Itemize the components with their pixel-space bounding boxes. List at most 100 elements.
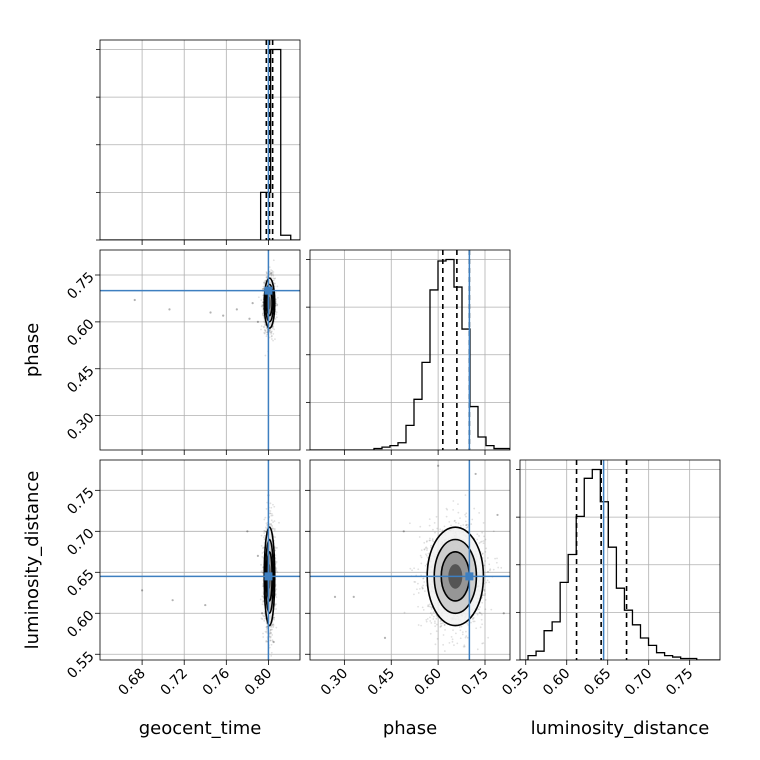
scatter-point: [270, 506, 273, 509]
scatter-point: [466, 636, 469, 639]
scatter-point: [263, 281, 266, 284]
scatter-point: [263, 321, 266, 324]
scatter-point: [429, 620, 432, 622]
scatter-point: [261, 603, 264, 606]
scatter-point: [430, 622, 433, 624]
scatter-point: [270, 272, 273, 274]
scatter-point: [272, 624, 275, 627]
scatter-point: [481, 601, 484, 604]
scatter-point: [264, 329, 267, 332]
scatter-point: [478, 611, 481, 614]
scatter-point: [273, 529, 276, 532]
scatter-point: [275, 626, 278, 629]
scatter-point: [260, 617, 263, 620]
scatter-point: [273, 616, 276, 619]
scatter-point: [467, 624, 470, 626]
scatter-point: [272, 339, 274, 342]
scatter-point: [275, 588, 278, 591]
histogram-phase: [310, 258, 510, 450]
scatter-point: [426, 605, 429, 608]
scatter-point: [271, 269, 274, 272]
scatter-point: [269, 328, 272, 331]
scatter-point: [275, 561, 278, 563]
scatter-point: [442, 643, 445, 646]
scatter-point: [265, 507, 268, 510]
scatter-point: [263, 323, 266, 326]
scatter-point: [261, 555, 264, 558]
scatter-point: [270, 273, 272, 275]
scatter-point: [265, 527, 268, 530]
scatter-point: [484, 538, 487, 541]
scatter-point: [263, 328, 266, 331]
scatter-point: [413, 567, 416, 570]
scatter-point: [467, 523, 469, 526]
scatter-point: [430, 544, 433, 547]
scatter-point: [256, 554, 259, 558]
scatter-point: [484, 592, 487, 595]
scatter-point: [487, 570, 489, 573]
scatter-point: [425, 554, 428, 557]
scatter-point: [264, 630, 267, 633]
scatter-point: [422, 609, 425, 611]
scatter-point: [425, 553, 427, 556]
scatter-point: [461, 631, 464, 633]
scatter-point: [463, 644, 466, 647]
scatter-point: [273, 282, 276, 285]
scatter-point: [270, 626, 273, 629]
scatter-point: [462, 645, 465, 648]
scatter-point: [272, 279, 275, 282]
scatter-point: [269, 631, 272, 633]
scatter-point: [482, 540, 485, 542]
marginal-content: [310, 250, 510, 450]
scatter-point: [448, 641, 451, 644]
joint-content: [310, 460, 510, 660]
scatter-point: [271, 623, 274, 626]
scatter-point: [274, 547, 277, 549]
scatter-point: [274, 549, 277, 552]
scatter-point: [460, 625, 463, 628]
scatter-point: [261, 571, 264, 574]
scatter-point: [473, 507, 476, 510]
scatter-point: [272, 325, 275, 328]
scatter-point: [452, 500, 455, 502]
scatter-point: [273, 616, 275, 619]
grid: [525, 460, 691, 660]
scatter-point: [481, 642, 484, 645]
scatter-point: [276, 304, 279, 307]
scatter-point: [260, 563, 262, 566]
scatter-point: [262, 314, 265, 317]
scatter-point: [451, 638, 454, 641]
scatter-point: [265, 631, 268, 634]
scatter-point: [261, 612, 264, 615]
scatter-point: [265, 275, 268, 278]
scatter-point: [264, 329, 267, 332]
scatter-point: [275, 569, 278, 572]
histogram-geocent_time: [100, 48, 300, 240]
scatter-point: [455, 521, 457, 524]
scatter-point: [262, 595, 265, 598]
scatter-point: [262, 583, 264, 585]
scatter-point: [459, 517, 461, 520]
marginal-panel-geocent_time: [96, 39, 301, 241]
scatter-point: [427, 552, 430, 555]
scatter-point: [465, 523, 468, 526]
scatter-point: [422, 584, 425, 587]
scatter-point: [272, 274, 275, 277]
scatter-point: [417, 605, 419, 608]
scatter-point: [269, 629, 272, 632]
scatter-point: [271, 271, 273, 274]
scatter-point: [443, 624, 446, 627]
scatter-point: [264, 617, 266, 620]
scatter-point: [274, 318, 277, 320]
panel-border: [519, 459, 721, 661]
scatter-point: [266, 272, 268, 275]
scatter-point: [260, 305, 263, 308]
grid: [520, 469, 720, 613]
scatter-point: [263, 283, 266, 286]
scatter-point: [269, 632, 272, 634]
scatter-point: [275, 302, 278, 305]
scatter-point: [272, 626, 275, 628]
scatter-point: [275, 313, 278, 315]
scatter-point: [426, 547, 429, 550]
joint-content: [100, 250, 300, 450]
